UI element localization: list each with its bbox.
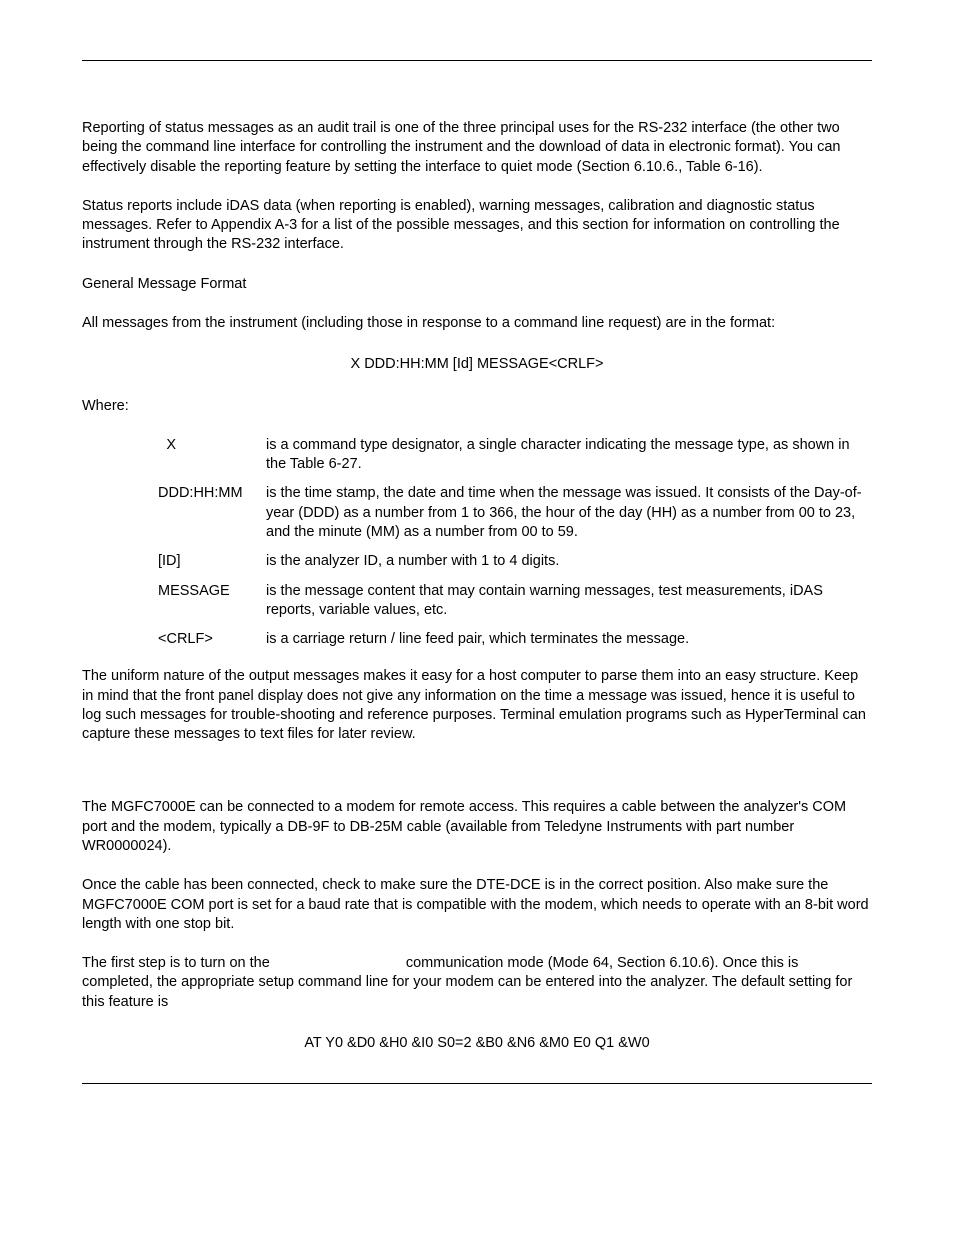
section-gap (82, 764, 872, 798)
def-term: [ID] (158, 552, 266, 571)
paragraph-intro-2: Status reports include iDAS data (when r… (82, 197, 872, 255)
definition-list: X is a command type designator, a single… (82, 436, 872, 650)
bottom-rule (82, 1083, 872, 1084)
paragraph-intro-1: Reporting of status messages as an audit… (82, 119, 872, 177)
def-term: <CRLF> (158, 630, 266, 649)
def-row-x: X is a command type designator, a single… (158, 436, 872, 475)
paragraph-modem-2: Once the cable has been connected, check… (82, 876, 872, 934)
def-term: DDD:HH:MM (158, 484, 266, 503)
where-label: Where: (82, 397, 872, 416)
def-desc: is the analyzer ID, a number with 1 to 4… (266, 552, 872, 571)
paragraph-uniform-output: The uniform nature of the output message… (82, 667, 872, 744)
def-term: MESSAGE (158, 582, 266, 601)
def-desc: is a carriage return / line feed pair, w… (266, 630, 872, 649)
def-desc: is the time stamp, the date and time whe… (266, 484, 872, 542)
paragraph-modem-1: The MGFC7000E can be connected to a mode… (82, 798, 872, 856)
document-page: Reporting of status messages as an audit… (0, 0, 954, 1124)
paragraph-format-lead: All messages from the instrument (includ… (82, 314, 872, 333)
def-desc: is the message content that may contain … (266, 582, 872, 621)
def-row-id: [ID] is the analyzer ID, a number with 1… (158, 552, 872, 571)
def-term: X (158, 436, 266, 455)
def-row-timestamp: DDD:HH:MM is the time stamp, the date an… (158, 484, 872, 542)
paragraph-modem-3: The first step is to turn on the communi… (82, 954, 872, 1012)
p8-part-a: The first step is to turn on the (82, 955, 274, 971)
def-row-message: MESSAGE is the message content that may … (158, 582, 872, 621)
heading-general-format: General Message Format (82, 275, 872, 294)
def-desc: is a command type designator, a single c… (266, 436, 872, 475)
top-rule (82, 60, 872, 61)
format-template-line: X DDD:HH:MM [Id] MESSAGE<CRLF> (82, 355, 872, 374)
def-row-crlf: <CRLF> is a carriage return / line feed … (158, 630, 872, 649)
at-command-line: AT Y0 &D0 &H0 &I0 S0=2 &B0 &N6 &M0 E0 Q1… (82, 1034, 872, 1053)
